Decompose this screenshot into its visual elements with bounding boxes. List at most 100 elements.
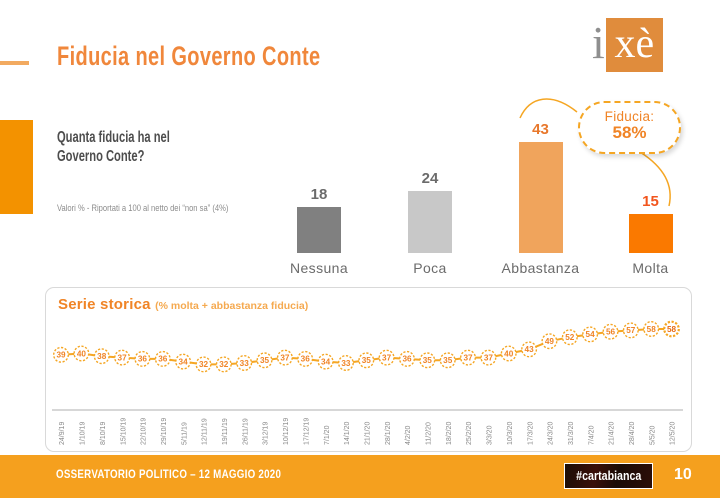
series-point-value: 52 [565, 333, 575, 342]
bar-category-molta: Molta [632, 260, 669, 276]
series-point [460, 349, 477, 366]
fiducia-badge: Fiducia: 58% [578, 101, 681, 154]
x-axis-date-label: 26/11/19 [242, 418, 249, 445]
series-point [500, 345, 517, 362]
bar-category-abbastanza: Abbastanza [501, 260, 580, 276]
values-note: Valori % - Riportati a 100 al netto dei … [57, 203, 229, 214]
series-point [480, 349, 497, 366]
x-axis-date-label: 21/4/20 [609, 422, 616, 445]
series-point [622, 322, 639, 339]
series-point-value: 40 [504, 349, 514, 358]
x-axis-date-label: 17/3/20 [527, 422, 534, 445]
x-axis-date-label: 18/2/20 [446, 422, 453, 445]
bar-molta [628, 214, 673, 253]
bar-value-abbastanza: 43 [532, 121, 549, 139]
bar-value-poca: 24 [421, 170, 439, 188]
series-point [93, 348, 110, 365]
series-point-value: 32 [219, 360, 229, 369]
serie-storica-panel: Serie storica (% molta + abbastanza fidu… [45, 287, 692, 452]
x-axis-date-label: 24/9/19 [59, 422, 66, 445]
series-point-value: 43 [525, 345, 535, 354]
series-point-value: 38 [97, 352, 107, 361]
series-point-value: 34 [179, 357, 189, 366]
series-point [134, 350, 151, 367]
fiducia-badge-label: Fiducia: [604, 109, 655, 124]
series-point [337, 354, 354, 371]
series-point-value: 35 [423, 356, 433, 365]
left-accent-block [0, 120, 33, 214]
bar-category-poca: Poca [413, 260, 447, 276]
x-axis-date-label: 15/10/19 [120, 418, 127, 445]
x-axis-date-label: 7/4/20 [588, 425, 595, 445]
series-point [378, 349, 395, 366]
series-point-value: 36 [158, 355, 168, 364]
x-axis-date-label: 29/10/19 [161, 418, 168, 445]
series-point-value: 54 [586, 330, 596, 339]
x-axis-date-label: 31/3/20 [568, 422, 575, 445]
x-axis-date-label: 19/11/19 [222, 418, 229, 445]
series-point-value: 40 [77, 349, 87, 358]
series-point [297, 350, 314, 367]
series-point-value: 35 [260, 356, 270, 365]
series-point-value: 35 [443, 356, 453, 365]
series-point-value: 36 [402, 355, 412, 364]
x-axis-date-label: 12/11/19 [202, 418, 209, 445]
series-point [643, 321, 660, 338]
bar-value-nessuna: 18 [310, 185, 328, 203]
series-point-value: 58 [667, 325, 677, 334]
x-axis-date-label: 8/10/19 [100, 422, 107, 445]
bar-category-nessuna: Nessuna [289, 260, 349, 276]
series-point [114, 349, 131, 366]
series-point-value: 35 [362, 356, 372, 365]
serie-storica-line-chart: 39 24/9/19 40 1/10/19 38 8/10/19 37 15/10/19 36 2… [52, 320, 683, 445]
series-point [317, 353, 334, 370]
x-axis-date-label: 5/11/19 [181, 422, 188, 445]
series-point-value: 56 [606, 328, 616, 337]
series-point-value: 58 [647, 325, 657, 334]
x-axis-date-label: 10/12/19 [283, 418, 290, 445]
series-point [663, 320, 680, 338]
cartabianca-badge: #cartabianca [564, 463, 653, 489]
series-point [541, 333, 558, 350]
ixe-logo-i: i [592, 17, 605, 68]
series-point-value: 36 [301, 355, 311, 364]
x-axis-date-label: 11/2/20 [426, 422, 433, 445]
series-point-value: 36 [138, 355, 148, 364]
series-point-value: 37 [463, 353, 473, 362]
x-axis-date-label: 1/10/19 [80, 422, 87, 445]
question-line-2: Governo Conte? [57, 148, 145, 165]
series-point [175, 353, 192, 370]
x-axis-date-label: 14/1/20 [344, 422, 351, 445]
question-text: Quanta fiducia ha nel Governo Conte? [57, 128, 170, 166]
cartabianca-badge-label: #cartabianca [575, 468, 642, 483]
ixe-logo: i xè [592, 14, 663, 72]
x-axis-date-label: 12/5/20 [670, 422, 677, 445]
series-point [582, 326, 599, 343]
series-point [73, 345, 90, 362]
x-axis-date-label: 24/3/20 [548, 422, 555, 445]
series-point-value: 33 [341, 359, 351, 368]
bar-abbastanza [518, 142, 563, 253]
footer-source-text: OSSERVATORIO POLITICO – 12 MAGGIO 2020 [56, 469, 282, 481]
x-axis-date-label: 3/12/19 [263, 422, 270, 445]
series-point-value: 37 [484, 353, 494, 362]
series-point-value: 34 [321, 357, 331, 366]
serie-storica-header: Serie storica (% molta + abbastanza fidu… [58, 296, 308, 314]
bar-nessuna [297, 206, 341, 253]
series-point-value: 39 [56, 351, 66, 360]
x-axis-date-label: 28/1/20 [385, 422, 392, 445]
serie-storica-title: Serie storica [58, 296, 151, 313]
series-point [236, 354, 253, 371]
x-axis-date-label: 3/3/20 [487, 425, 494, 445]
title-dash [0, 61, 29, 65]
series-point-value: 57 [626, 326, 636, 335]
series-point-value: 37 [382, 353, 392, 362]
page-title: Fiducia nel Governo Conte [57, 41, 321, 71]
fiducia-badge-value: 58% [612, 123, 647, 142]
bar-poca [408, 191, 452, 253]
series-point [602, 323, 619, 340]
series-point-value: 33 [240, 359, 250, 368]
series-point [52, 346, 70, 363]
series-point [276, 349, 293, 366]
series-point-value: 49 [545, 337, 555, 346]
